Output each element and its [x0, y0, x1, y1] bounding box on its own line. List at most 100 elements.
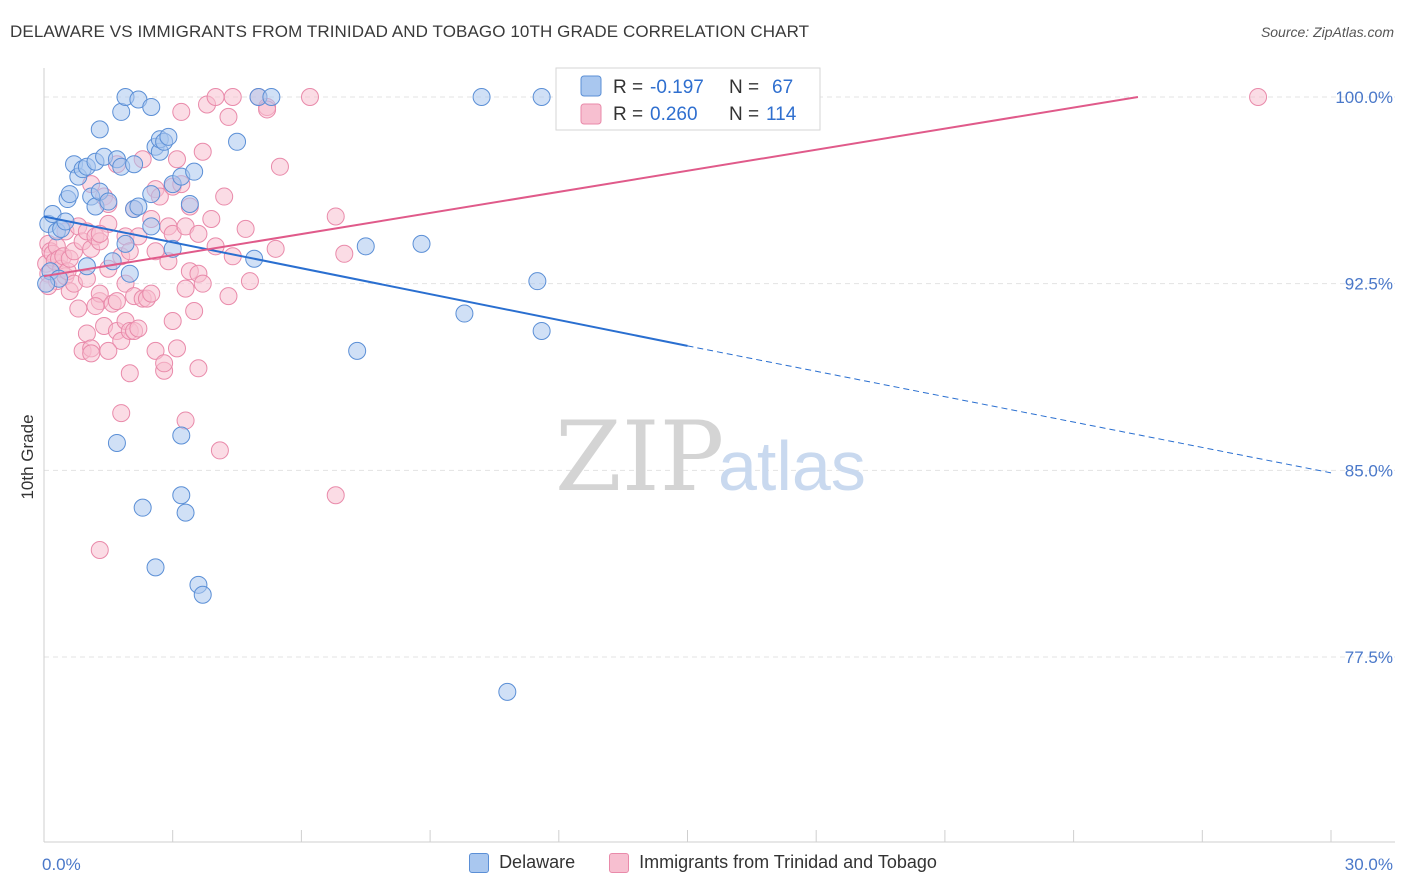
legend-r-label-trinidad: R = [613, 104, 643, 125]
trinidad-point [300, 88, 319, 106]
trinidad-point [86, 297, 105, 316]
watermark-atlas: atlas [718, 427, 866, 505]
delaware-point [532, 88, 551, 106]
trinidad-point [107, 292, 126, 311]
delaware-point [37, 274, 56, 293]
trinidad-point [112, 404, 131, 423]
y-tick-label: 85.0% [1345, 461, 1393, 480]
watermark-zip: ZIP [555, 401, 724, 513]
delaware-point [129, 197, 148, 216]
trinidad-point [146, 242, 165, 261]
legend-swatch-trinidad [580, 103, 602, 125]
trinidad-point [236, 219, 255, 238]
delaware-point [103, 252, 122, 271]
legend-r-label-delaware: R = [613, 77, 643, 98]
trinidad-point [185, 302, 204, 321]
trinidad-point [176, 279, 195, 298]
legend-label-trinidad: Immigrants from Trinidad and Tobago [639, 852, 937, 872]
trinidad-point [219, 107, 238, 126]
trinidad-point [326, 207, 345, 226]
trinidad-point [167, 339, 186, 358]
delaware-point [498, 682, 517, 701]
x-tick-label: 30.0% [1345, 855, 1393, 874]
y-tick-label: 92.5% [1345, 275, 1393, 294]
delaware-point [172, 426, 191, 445]
trinidad-point [326, 486, 345, 505]
delaware-point [180, 195, 199, 214]
trinidad-point [167, 150, 186, 169]
trinidad-point [90, 224, 109, 243]
tick-labels: 77.5% 85.0% 92.5% 100.0% 0.0% 30.0% [42, 88, 1393, 874]
y-tick-label: 100.0% [1335, 88, 1393, 107]
correlation-legend: R = -0.197 N = 67 R = 0.260 N = 114 [555, 67, 821, 131]
trinidad-point [219, 287, 238, 306]
delaware-point [532, 321, 551, 340]
trinidad-point [266, 239, 285, 258]
chart-title: DELAWARE VS IMMIGRANTS FROM TRINIDAD AND… [10, 22, 810, 41]
trinidad-point [69, 299, 88, 318]
trinidad-point [77, 324, 96, 343]
trinidad-point [189, 224, 208, 243]
y-tick-label: 77.5% [1345, 648, 1393, 667]
delaware-point [412, 234, 431, 253]
trinidad-point [163, 312, 182, 330]
delaware-point [60, 185, 79, 204]
trinidad-trend-line [43, 96, 1139, 278]
legend-swatch-delaware [580, 75, 602, 97]
delaware-point [120, 264, 139, 283]
delaware-point [146, 558, 165, 577]
legend-n-value-trinidad: 114 [766, 104, 797, 125]
delaware-point [528, 272, 547, 291]
delaware-point [90, 120, 109, 139]
legend-r-value-trinidad: 0.260 [650, 104, 698, 125]
trinidad-point [193, 274, 212, 293]
trinidad-point [155, 354, 174, 373]
source-label: Source: ZipAtlas.com [1260, 24, 1394, 40]
legend-item-trinidad[interactable]: Immigrants from Trinidad and Tobago [609, 852, 937, 873]
trinidad-point [335, 244, 354, 263]
delaware-point [356, 237, 375, 256]
delaware-point [262, 88, 281, 106]
delaware-point [142, 185, 161, 204]
legend-swatch-delaware [469, 852, 490, 873]
trinidad-point [223, 88, 242, 106]
legend-n-label-trinidad: N = [729, 104, 759, 125]
delaware-point [116, 234, 135, 253]
delaware-point [472, 88, 491, 106]
trinidad-point [129, 319, 148, 338]
legend-item-delaware[interactable]: Delaware [469, 852, 575, 873]
delaware-point [159, 127, 178, 146]
delaware-point [172, 486, 191, 505]
grid-lines [44, 96, 1395, 658]
delaware-point [163, 239, 182, 258]
legend-label-delaware: Delaware [499, 852, 576, 872]
delaware-point [77, 257, 96, 276]
trinidad-point [189, 359, 208, 378]
trinidad-point [193, 142, 212, 161]
legend-n-value-delaware: 67 [772, 77, 793, 98]
delaware-point [455, 304, 474, 323]
delaware-point [142, 97, 161, 116]
trinidad-point [176, 411, 195, 430]
legend-n-label-delaware: N = [729, 77, 759, 98]
x-tick-label: 0.0% [42, 855, 81, 874]
delaware-point [133, 498, 152, 517]
axes [43, 68, 1395, 843]
trinidad-point [99, 341, 118, 360]
delaware-point [185, 162, 204, 181]
trinidad-point [142, 284, 161, 303]
delaware-point [125, 155, 144, 174]
trinidad-point [240, 272, 259, 291]
delaware-trend-line [43, 215, 688, 347]
delaware-points [37, 88, 551, 701]
delaware-point [348, 341, 367, 360]
trinidad-point [210, 441, 229, 460]
delaware-point [193, 585, 212, 604]
delaware-point [99, 192, 118, 211]
trinidad-point [202, 209, 221, 228]
trinidad-point [90, 540, 109, 559]
trinidad-point [206, 88, 225, 106]
trend-lines [43, 96, 1332, 474]
trinidad-point [270, 157, 289, 176]
